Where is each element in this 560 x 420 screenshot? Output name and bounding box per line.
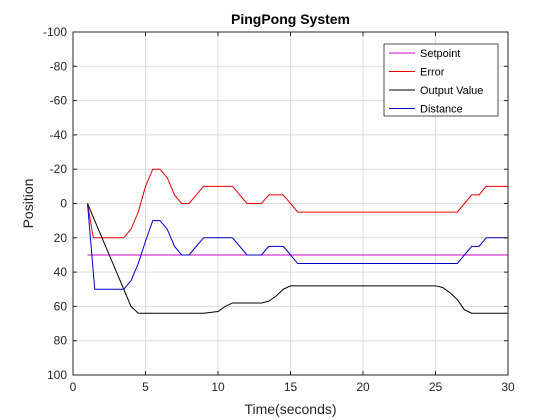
y-tick-label: -100 bbox=[43, 25, 67, 39]
y-tick-label: -60 bbox=[50, 94, 68, 108]
series-lines bbox=[87, 168, 508, 314]
legend-label-output-value: Output Value bbox=[420, 85, 483, 97]
y-tick-label: 20 bbox=[54, 231, 68, 245]
legend-label-distance: Distance bbox=[420, 104, 463, 116]
y-tick-label: -40 bbox=[50, 128, 68, 142]
y-tick-label: 40 bbox=[54, 265, 68, 279]
y-tick-label: -20 bbox=[50, 162, 68, 176]
x-tick-label: 10 bbox=[211, 380, 225, 394]
x-tick-label: 20 bbox=[356, 380, 370, 394]
chart-title: PingPong System bbox=[231, 11, 350, 27]
ticks: 0 5 10 15 20 25 30 -100 -80 -60 -40 -20 0 20 40 60 80 100 bbox=[43, 25, 515, 394]
legend-box bbox=[383, 43, 499, 117]
series-line-distance bbox=[87, 203, 508, 290]
legend-label-error: Error bbox=[420, 67, 445, 79]
y-tick-label: 80 bbox=[54, 334, 68, 348]
series-line-output-value bbox=[87, 203, 508, 314]
y-tick-label: 0 bbox=[60, 197, 67, 211]
y-tick-label: -80 bbox=[50, 59, 68, 73]
series-line-error bbox=[87, 168, 508, 239]
x-tick-label: 0 bbox=[70, 380, 77, 394]
x-tick-label: 15 bbox=[284, 380, 298, 394]
x-tick-label: 5 bbox=[142, 380, 149, 394]
y-axis-label: Position bbox=[20, 179, 36, 229]
x-tick-label: 30 bbox=[501, 380, 515, 394]
legend-label-setpoint: Setpoint bbox=[420, 48, 460, 60]
x-tick-label: 25 bbox=[429, 380, 443, 394]
y-tick-label: 60 bbox=[54, 299, 68, 313]
x-axis-label: Time(seconds) bbox=[244, 401, 336, 417]
y-tick-label: 100 bbox=[47, 368, 67, 382]
legend: Setpoint Error Output Value Distance bbox=[383, 43, 499, 117]
